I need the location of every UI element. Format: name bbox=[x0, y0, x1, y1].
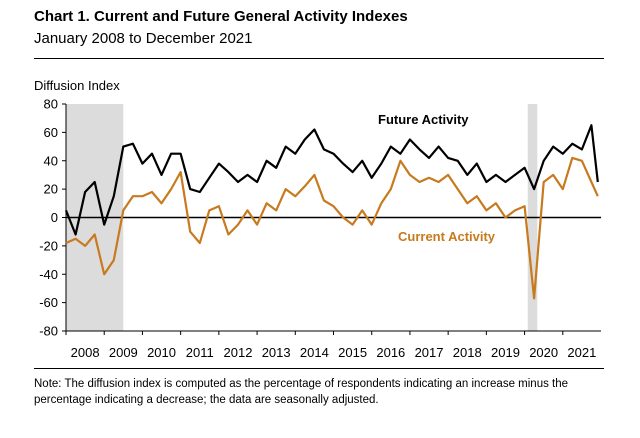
x-tick-label: 2008 bbox=[71, 345, 100, 360]
x-tick-label: 2009 bbox=[109, 345, 138, 360]
series-annotation: Current Activity bbox=[398, 229, 496, 244]
y-tick-label: -80 bbox=[39, 324, 58, 339]
series-annotation: Future Activity bbox=[378, 112, 469, 127]
y-tick-label: 80 bbox=[44, 97, 58, 112]
bottom-rule bbox=[34, 368, 604, 369]
y-tick-label: 60 bbox=[44, 125, 58, 140]
chart-note: Note: The diffusion index is computed as… bbox=[34, 378, 569, 406]
y-tick-label: 20 bbox=[44, 182, 58, 197]
x-tick-label: 2015 bbox=[338, 345, 367, 360]
series-line-0 bbox=[64, 124, 599, 236]
x-tick-label: 2011 bbox=[186, 345, 214, 360]
x-tick-label: 2016 bbox=[376, 345, 405, 360]
x-tick-label: 2013 bbox=[262, 345, 291, 360]
x-tick-label: 2014 bbox=[300, 345, 329, 360]
chart-subtitle: January 2008 to December 2021 bbox=[34, 30, 253, 47]
y-tick-label: 40 bbox=[44, 153, 58, 168]
y-axis-label: Diffusion Index bbox=[34, 78, 120, 93]
y-tick-label: -60 bbox=[39, 295, 58, 310]
series-line-1 bbox=[65, 156, 599, 300]
x-tick-label: 2019 bbox=[491, 345, 520, 360]
series-annotations: Future Activity Current Activity bbox=[378, 112, 496, 244]
series-lines bbox=[64, 124, 599, 300]
top-rule bbox=[34, 58, 604, 59]
axes: 80 60 40 20 0 -20 -40 -60 -80 2008 2009 2010 2011 201… bbox=[39, 97, 601, 360]
x-tick-label: 2021 bbox=[567, 345, 596, 360]
y-tick-label: -40 bbox=[39, 267, 58, 282]
x-tick-label: 2020 bbox=[529, 345, 558, 360]
x-tick-label: 2017 bbox=[415, 345, 444, 360]
chart-title: Chart 1. Current and Future General Acti… bbox=[34, 8, 408, 25]
x-tick-label: 2018 bbox=[453, 345, 482, 360]
y-tick-label: 0 bbox=[51, 210, 58, 225]
y-tick-label: -20 bbox=[39, 238, 58, 253]
x-tick-label: 2010 bbox=[147, 345, 176, 360]
x-tick-label: 2012 bbox=[224, 345, 253, 360]
